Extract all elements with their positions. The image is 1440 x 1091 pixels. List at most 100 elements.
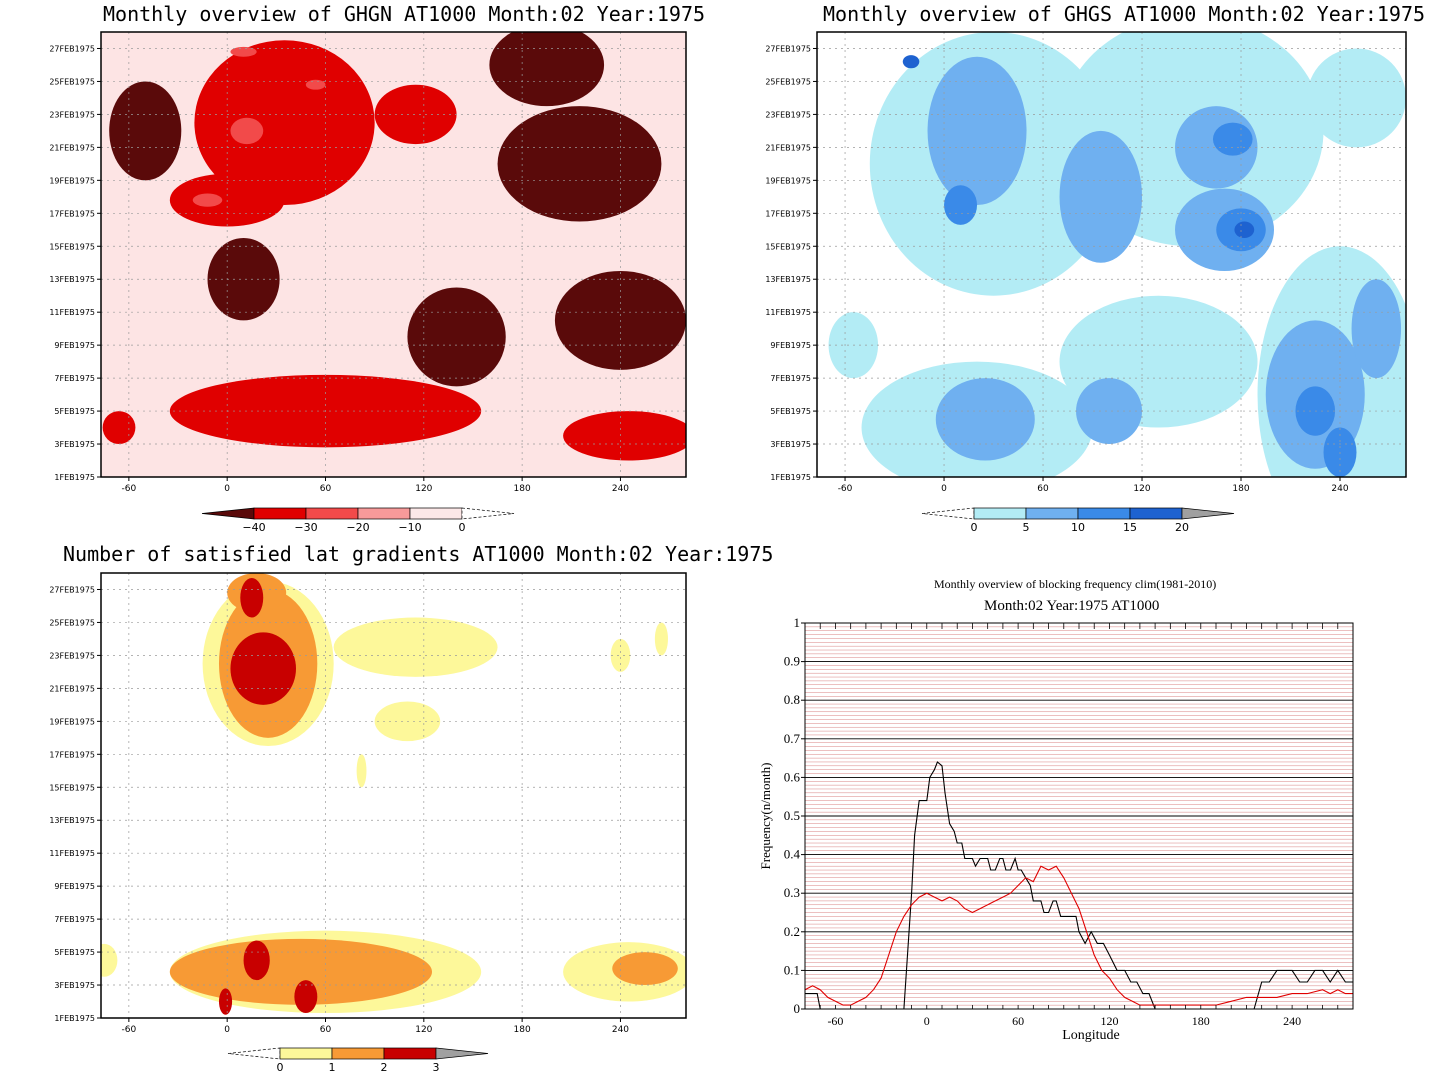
y-axis-label: Frequency(n/month) <box>758 763 773 870</box>
y-tick-label: 15FEB1975 <box>765 242 811 251</box>
y-tick-label: 23FEB1975 <box>49 651 95 660</box>
y-tick-label: 19FEB1975 <box>49 176 95 185</box>
y-tick-label: 3FEB1975 <box>54 440 95 449</box>
contour-region <box>356 754 367 788</box>
y-tick-label: 7FEB1975 <box>770 374 811 383</box>
colorbar: −40 −30 −20 −10 0 <box>201 507 515 534</box>
colorbar-cell <box>409 507 463 520</box>
y-tick-label: 1FEB1975 <box>770 473 811 482</box>
y-tick-label: 0.2 <box>784 924 800 939</box>
contour-region <box>944 185 978 225</box>
x-tick-label: 240 <box>1331 484 1348 494</box>
x-tick-label: -60 <box>827 1014 843 1028</box>
y-tick-label: 0.6 <box>784 769 801 784</box>
y-tick-label: 9FEB1975 <box>54 882 95 891</box>
y-tick-label: 19FEB1975 <box>49 717 95 726</box>
x-tick-label: 180 <box>514 1025 531 1035</box>
x-tick-label: 180 <box>1232 484 1249 494</box>
contour-layer <box>101 573 686 1015</box>
contour-region <box>294 980 318 1014</box>
colorbar-label: −10 <box>398 521 421 534</box>
contour-region <box>109 81 182 181</box>
y-tick-label: 25FEB1975 <box>49 618 95 627</box>
x-tick-label: 0 <box>941 484 947 494</box>
x-tick-label: 120 <box>1133 484 1150 494</box>
y-tick-label: 13FEB1975 <box>49 275 95 284</box>
series-line <box>804 865 1353 1006</box>
blocking-panel: Monthly overview of blocking frequency c… <box>720 540 1440 1091</box>
colorbar-cell <box>253 507 307 520</box>
ghgn-heatmap: -60 0 60 120 180 240 1FEB1975 3FEB1975 5FEB1975 7… <box>49 31 687 534</box>
y-tick-label: 7FEB1975 <box>54 374 95 383</box>
colorbar-cell <box>1181 507 1235 520</box>
y-tick-label: 19FEB1975 <box>765 176 811 185</box>
y-tick-label: 11FEB1975 <box>765 308 811 317</box>
y-tick-label: 0.4 <box>784 847 801 862</box>
contour-region <box>192 193 223 207</box>
colorbar-label: 0 <box>971 521 978 534</box>
y-tick-label: 13FEB1975 <box>49 816 95 825</box>
y-tick-label: 0 <box>794 1001 801 1016</box>
contour-region <box>333 617 498 677</box>
contour-region <box>1307 48 1406 148</box>
colorbar-cell <box>331 1047 385 1060</box>
contour-region <box>1212 122 1253 156</box>
colorbar-label: 0 <box>459 521 466 534</box>
colorbar-cell <box>279 1047 333 1060</box>
contour-region <box>610 638 631 672</box>
colorbar-cell <box>357 507 411 520</box>
y-tick-label: 9FEB1975 <box>770 341 811 350</box>
colorbar-cell <box>305 507 359 520</box>
y-tick-label: 0.7 <box>784 731 801 746</box>
x-tick-label: 240 <box>612 484 629 494</box>
contour-region <box>305 79 326 90</box>
plot-frame <box>100 31 687 478</box>
y-tick-label: 0.8 <box>784 692 800 707</box>
colorbar-cell <box>435 1047 489 1060</box>
x-tick-label: 60 <box>320 1025 332 1035</box>
x-tick-label: -60 <box>122 1025 137 1035</box>
blocking-title: Monthly overview of blocking frequency c… <box>934 577 1217 591</box>
colorbar-label: −30 <box>294 521 317 534</box>
y-tick-label: 3FEB1975 <box>54 981 95 990</box>
y-tick-label: 5FEB1975 <box>770 407 811 416</box>
y-tick-label: 0.1 <box>784 962 800 977</box>
colorbar-cell <box>1129 507 1183 520</box>
ghgn-title: Monthly overview of GHGN AT1000 Month:02… <box>103 2 706 26</box>
colorbar-label: 1 <box>329 1061 336 1074</box>
plot-frame <box>100 572 687 1019</box>
y-tick-label: 5FEB1975 <box>54 948 95 957</box>
colorbar-cell <box>1025 507 1079 520</box>
colorbar-label: 0 <box>277 1061 284 1074</box>
grid <box>817 32 1406 478</box>
x-tick-label: 0 <box>924 1014 930 1028</box>
contour-region <box>935 378 1035 461</box>
contour-region <box>489 32 605 107</box>
y-tick-label: 25FEB1975 <box>765 77 811 86</box>
y-tick-label: 17FEB1975 <box>49 750 95 759</box>
colorbar-label: 20 <box>1175 521 1189 534</box>
contour-region <box>101 943 118 977</box>
colorbar-label: −40 <box>242 521 265 534</box>
colorbar-label: 3 <box>433 1061 440 1074</box>
x-tick-label: 240 <box>1283 1014 1301 1028</box>
y-tick-label: 9FEB1975 <box>54 341 95 350</box>
x-tick-label: 60 <box>1012 1014 1024 1028</box>
ghgn-panel: Monthly overview of GHGN AT1000 Month:02… <box>0 0 720 540</box>
ghgs-heatmap: -60 0 60 120 180 240 1FEB1975 3FEB1975 5FEB1975 7… <box>765 31 1407 534</box>
lat-panel: Number of satisfied lat gradients AT1000… <box>0 540 773 1091</box>
colorbar: 0 1 2 3 <box>227 1047 489 1074</box>
x-tick-label: -60 <box>122 484 137 494</box>
colorbar-cell <box>921 507 975 520</box>
x-tick-label: 180 <box>1192 1014 1210 1028</box>
colorbar-label: 2 <box>381 1061 388 1074</box>
y-tick-label: 25FEB1975 <box>49 77 95 86</box>
y-tick-label: 7FEB1975 <box>54 915 95 924</box>
y-tick-label: 3FEB1975 <box>770 440 811 449</box>
x-tick-label: 0 <box>224 1025 230 1035</box>
y-tick-label: 21FEB1975 <box>49 684 95 693</box>
x-tick-label: 120 <box>1100 1014 1118 1028</box>
y-tick-label: 1FEB1975 <box>54 473 95 482</box>
lat-heatmap: -60 0 60 120 180 2401FEB19753FEB19755FEB19757… <box>49 572 687 1074</box>
y-tick-label: 1 <box>794 615 801 630</box>
